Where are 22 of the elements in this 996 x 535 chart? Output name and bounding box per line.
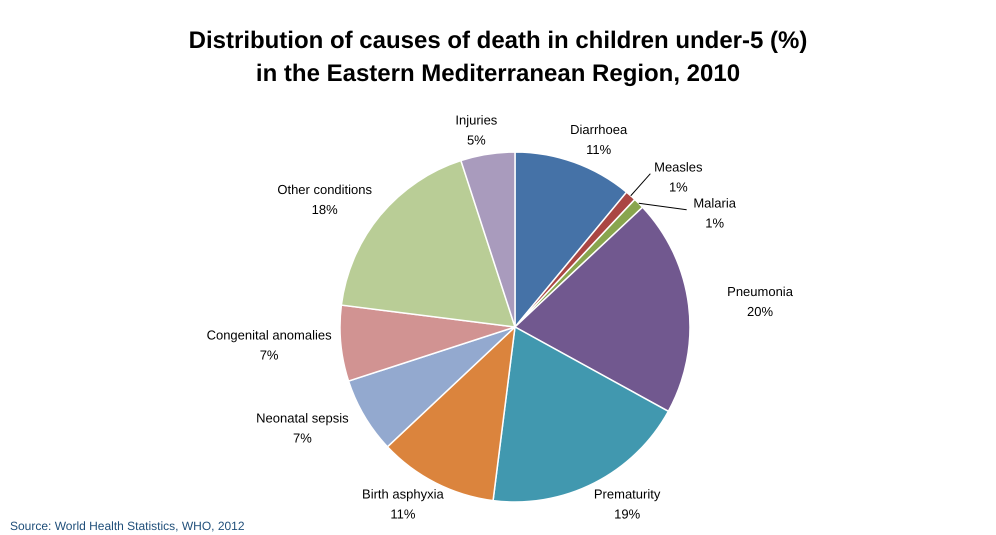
slice-label: Injuries — [455, 112, 498, 128]
data-label: 7% — [293, 430, 312, 446]
slice-label: Neonatal sepsis — [256, 410, 350, 426]
slice-label: Prematurity — [594, 486, 661, 502]
data-label: 5% — [466, 132, 486, 148]
data-label: 1% — [668, 180, 688, 195]
data-label: 1% — [705, 216, 724, 231]
slice-label: Other conditions — [277, 182, 373, 198]
data-label: 11% — [390, 506, 416, 522]
slice-label: Birth asphyxia — [362, 486, 444, 502]
slice-label: Measles — [654, 160, 704, 175]
slice-label: Pneumonia — [727, 284, 794, 300]
slice-label: Congenital anomalies — [206, 328, 332, 343]
slice-label: Diarrhoea — [570, 122, 628, 137]
data-label: 20% — [747, 304, 774, 320]
data-label: 19% — [614, 506, 641, 522]
data-label: 7% — [260, 348, 279, 363]
data-label: 18% — [312, 202, 338, 218]
data-label: 11% — [586, 142, 612, 157]
slice-label: Malaria — [693, 196, 737, 211]
source-note: Source: World Health Statistics, WHO, 2012 — [10, 519, 245, 533]
chart-title: Distribution of causes of death in children under-5 (%) in the Eastern Mediterranean Region, 2010 — [188, 26, 808, 89]
